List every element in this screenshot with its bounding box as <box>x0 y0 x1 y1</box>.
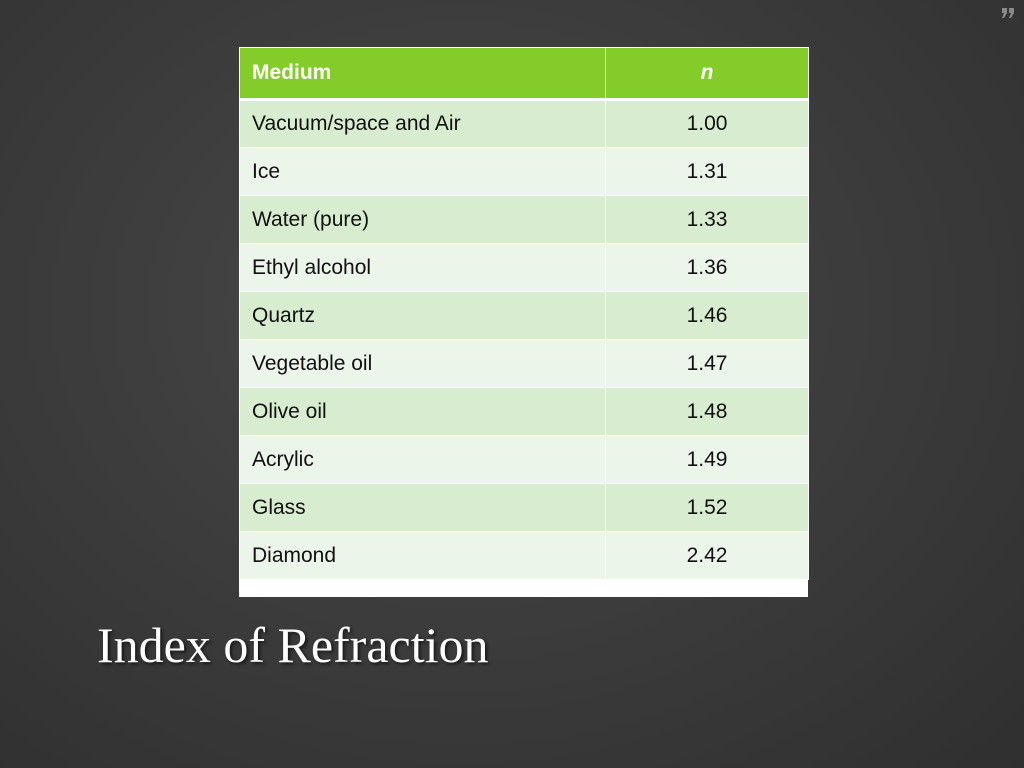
table-row: Vacuum/space and Air 1.00 <box>239 99 809 148</box>
cell-n: 1.00 <box>605 99 809 148</box>
cell-medium: Water (pure) <box>239 195 606 244</box>
cell-n: 1.49 <box>605 435 809 484</box>
refraction-table-container: Medium n Vacuum/space and Air 1.00 Ice 1… <box>239 47 809 597</box>
cell-n: 1.48 <box>605 387 809 436</box>
cell-n: 2.42 <box>605 531 809 580</box>
table-header-row: Medium n <box>239 47 809 101</box>
cell-medium: Diamond <box>239 531 606 580</box>
cell-medium: Ice <box>239 147 606 196</box>
cell-n: 1.31 <box>605 147 809 196</box>
table-row: Ice 1.31 <box>239 147 809 196</box>
table-row: Ethyl alcohol 1.36 <box>239 243 809 292</box>
cell-medium: Acrylic <box>239 435 606 484</box>
cell-n: 1.46 <box>605 291 809 340</box>
table-row: Acrylic 1.49 <box>239 435 809 484</box>
table-row: Water (pure) 1.33 <box>239 195 809 244</box>
cell-medium: Ethyl alcohol <box>239 243 606 292</box>
cell-medium: Glass <box>239 483 606 532</box>
cell-medium: Quartz <box>239 291 606 340</box>
slide-title: Index of Refraction <box>97 617 489 673</box>
corner-quote-icon <box>1002 8 1014 18</box>
table-row: Vegetable oil 1.47 <box>239 339 809 388</box>
cell-medium: Vacuum/space and Air <box>239 99 606 148</box>
cell-n: 1.52 <box>605 483 809 532</box>
table-row: Quartz 1.46 <box>239 291 809 340</box>
table-row: Olive oil 1.48 <box>239 387 809 436</box>
cell-n: 1.47 <box>605 339 809 388</box>
cell-medium: Vegetable oil <box>239 339 606 388</box>
cell-n: 1.33 <box>605 195 809 244</box>
header-n: n <box>605 47 809 101</box>
cell-medium: Olive oil <box>239 387 606 436</box>
table-row: Glass 1.52 <box>239 483 809 532</box>
cell-n: 1.36 <box>605 243 809 292</box>
refraction-table: Medium n Vacuum/space and Air 1.00 Ice 1… <box>239 47 809 580</box>
header-medium: Medium <box>239 47 606 101</box>
table-row: Diamond 2.42 <box>239 531 809 580</box>
